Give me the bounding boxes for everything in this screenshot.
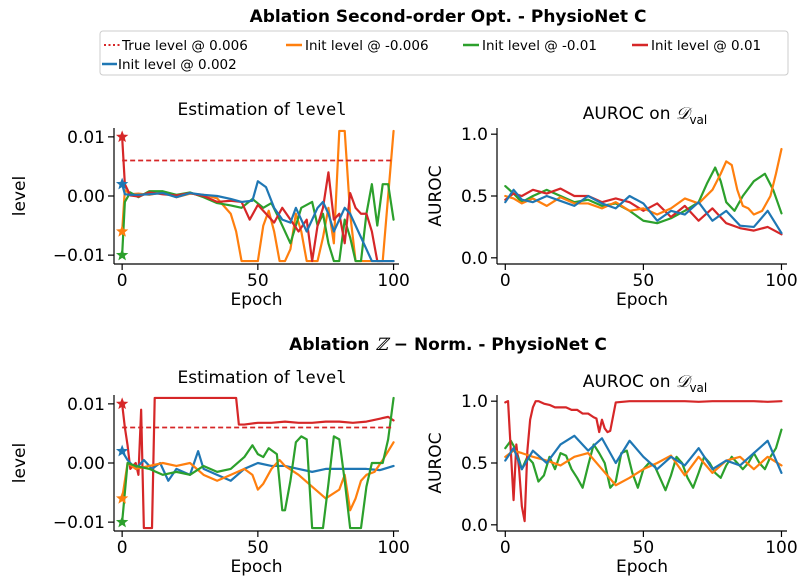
series-line bbox=[121, 135, 395, 263]
x-axis-label: Epoch bbox=[616, 290, 668, 310]
y-axis-label: level bbox=[10, 443, 30, 483]
y-tick-label: 0.00 bbox=[67, 187, 105, 207]
x-axis-label: Epoch bbox=[230, 290, 282, 310]
panel-title-bottom-right: AUROC on 𝒟val bbox=[583, 372, 708, 395]
axes-bottom-right-auroc: 0 50 100 1.0 0.5 0.0 Epoch AUROC bbox=[426, 392, 798, 577]
series-line bbox=[504, 187, 783, 236]
x-tick-label: 100 bbox=[765, 271, 797, 291]
axes-top-right-auroc: 0 50 100 1.0 0.5 0.0 Epoch AUROC bbox=[426, 125, 798, 310]
legend-frame bbox=[99, 30, 789, 76]
y-tick-label: 0.0 bbox=[461, 516, 488, 536]
y-tick-label: 0.00 bbox=[67, 454, 105, 474]
y-tick-label: 1.0 bbox=[461, 392, 488, 412]
y-axis-label: AUROC bbox=[426, 165, 446, 226]
x-tick-label: 100 bbox=[765, 538, 797, 558]
y-tick-label: 0.01 bbox=[67, 128, 105, 148]
series-line bbox=[121, 396, 395, 530]
y-axis-label: level bbox=[10, 176, 30, 216]
legend-label: Init level @ -0.01 bbox=[482, 38, 597, 54]
init-star-marker bbox=[115, 444, 129, 457]
x-tick-label: 50 bbox=[633, 271, 655, 291]
axes-bottom-left-level-estimation: 0 50 100 0.01 0.00 −0.01 Epoch level bbox=[10, 395, 410, 577]
series-line bbox=[504, 434, 783, 474]
panel-title-bottom-left: Estimation of level bbox=[178, 368, 347, 388]
series-line bbox=[504, 188, 783, 235]
init-star-marker bbox=[115, 130, 129, 143]
legend-entry-init-0002: Init level @ 0.002 bbox=[102, 57, 237, 73]
y-axis-label: AUROC bbox=[426, 432, 446, 493]
legend-label: True level @ 0.006 bbox=[121, 38, 248, 54]
series-line bbox=[121, 450, 395, 482]
axes-top-left-level-estimation: 0 50 100 0.01 0.00 −0.01 Epoch level bbox=[10, 128, 410, 310]
legend-label: Init level @ 0.01 bbox=[651, 38, 761, 54]
panel-title-top-left: Estimation of level bbox=[178, 100, 347, 120]
series-line bbox=[504, 400, 783, 523]
legend-label: Init level @ -0.006 bbox=[305, 38, 429, 54]
plot-area bbox=[504, 400, 783, 523]
series-line bbox=[121, 129, 395, 263]
top-suptitle: Ablation Second-order Opt. - PhysioNet C bbox=[250, 7, 647, 27]
series-line bbox=[504, 449, 783, 487]
series-line bbox=[504, 166, 783, 225]
x-tick-label: 0 bbox=[117, 271, 128, 291]
bottom-suptitle: Ablation ℤ − Norm. - PhysioNet C bbox=[289, 335, 607, 355]
x-tick-label: 0 bbox=[500, 538, 511, 558]
y-tick-label: 0.01 bbox=[67, 395, 105, 415]
init-star-marker bbox=[115, 248, 129, 261]
plot-area bbox=[121, 396, 395, 530]
x-axis-label: Epoch bbox=[230, 557, 282, 577]
series-line bbox=[121, 183, 395, 263]
y-tick-label: 0.5 bbox=[461, 454, 488, 474]
x-tick-label: 0 bbox=[500, 271, 511, 291]
plot-area bbox=[121, 129, 395, 263]
series-line bbox=[121, 180, 395, 263]
plot-area bbox=[504, 147, 783, 236]
init-star-marker bbox=[115, 177, 129, 190]
init-star-marker bbox=[115, 515, 129, 528]
y-tick-label: −0.01 bbox=[53, 246, 105, 266]
legend-entry-init-neg-0006: Init level @ -0.006 bbox=[286, 38, 429, 54]
legend-entry-true-level: True level @ 0.006 bbox=[104, 38, 248, 54]
legend-entry-init-001: Init level @ 0.01 bbox=[632, 38, 761, 54]
legend-label: Init level @ 0.002 bbox=[118, 57, 237, 73]
init-star-marker bbox=[115, 224, 129, 237]
series-line bbox=[121, 441, 395, 512]
y-tick-label: −0.01 bbox=[53, 513, 105, 533]
x-axis-label: Epoch bbox=[616, 557, 668, 577]
legend: True level @ 0.006 Init level @ -0.006 I… bbox=[99, 30, 789, 76]
x-tick-label: 0 bbox=[117, 538, 128, 558]
y-tick-label: 0.5 bbox=[461, 187, 488, 207]
y-tick-label: 1.0 bbox=[461, 125, 488, 145]
init-star-marker bbox=[115, 397, 129, 410]
x-tick-label: 50 bbox=[633, 538, 655, 558]
y-tick-label: 0.0 bbox=[461, 249, 488, 269]
legend-entry-init-neg-001: Init level @ -0.01 bbox=[463, 38, 597, 54]
series-line bbox=[504, 147, 783, 216]
x-tick-label: 50 bbox=[247, 271, 269, 291]
x-tick-label: 100 bbox=[377, 271, 409, 291]
panel-title-top-right: AUROC on 𝒟val bbox=[583, 104, 708, 127]
init-star-marker bbox=[115, 491, 129, 504]
x-tick-label: 100 bbox=[377, 538, 409, 558]
x-tick-label: 50 bbox=[247, 538, 269, 558]
